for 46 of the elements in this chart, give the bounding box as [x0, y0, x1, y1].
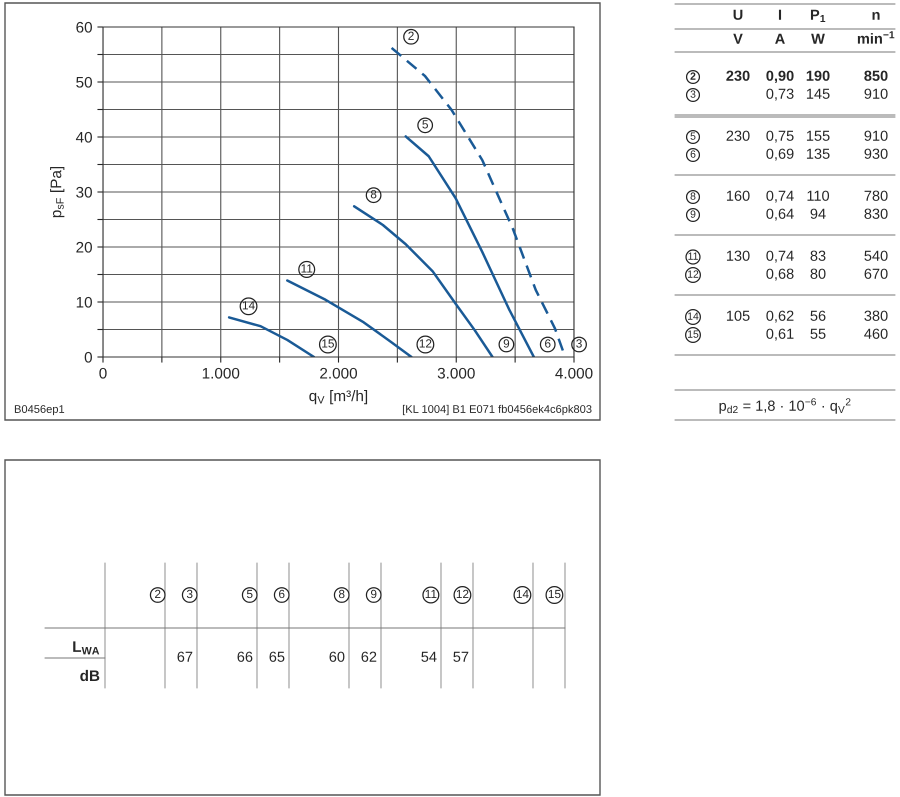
annotation: 8 — [370, 190, 376, 198]
annotation: 9 — [504, 339, 510, 348]
x-tick-label: 1.000 — [202, 368, 240, 379]
text: 14 105 0,62 56 380 — [688, 310, 888, 323]
x-tick-label: 3.000 — [438, 368, 475, 379]
text: dB — [80, 670, 100, 682]
text: 15 0,61 55 460 — [688, 328, 888, 341]
annotation: 3 — [576, 339, 582, 348]
annotation: 6 — [545, 339, 550, 348]
y-tick-label: 50 — [76, 76, 92, 88]
y-tick-label: 0 — [84, 352, 92, 363]
annotation: 5 — [422, 120, 428, 129]
annotation: 15 — [322, 339, 334, 348]
x-tick-label: 2.000 — [320, 368, 358, 379]
x-axis-title: q$_{V}$ [m³/h] — [309, 390, 368, 404]
text: p$_{d2}$ = 1,8 · 10$^{−6}$ · q$_{V}$$^{2}$ — [720, 398, 850, 414]
y-tick-label: 10 — [76, 296, 92, 308]
text: 2 230 0,90 190 850 — [690, 70, 888, 84]
text: 2 3 5 6 8 9 11 12 14 15 — [155, 590, 561, 598]
y-tick-label: 20 — [76, 242, 92, 253]
line-series — [352, 205, 494, 357]
text: 12 0,68 80 670 — [688, 268, 888, 281]
text: L$_{WA}$ 67 66 65 60 62 54 57 — [73, 641, 468, 662]
annotation: 14 — [242, 301, 255, 310]
text: 8 160 0,74 110 780 — [690, 190, 888, 203]
annotation: 12 — [420, 339, 432, 348]
line-series — [286, 279, 413, 357]
annotation: 2 — [408, 32, 414, 40]
text: [KL 1004] B1 E071 fb0456ek4c6pk803 — [402, 404, 592, 416]
x-tick-label: 4.000 — [555, 368, 593, 379]
y-axis-title: p$_{sF}$ [Pa] — [50, 166, 64, 218]
text: V A W min$^{−1}$ — [733, 31, 894, 44]
line-series — [228, 316, 316, 357]
line-series — [404, 135, 536, 357]
text: U I P$_{1}$ n — [734, 10, 880, 22]
x-tick-label: 0 — [99, 368, 107, 379]
text: 5 230 0,75 155 910 — [690, 130, 888, 143]
text: 11 130 0,74 83 540 — [688, 250, 888, 263]
text: 3 0,73 145 910 — [690, 88, 888, 101]
text: 9 0,64 94 830 — [690, 208, 888, 221]
y-tick-label: 30 — [76, 186, 92, 198]
text: B0456ep1 — [14, 405, 64, 416]
y-tick-label: 40 — [76, 132, 92, 143]
text: 6 0,69 135 930 — [690, 148, 888, 161]
y-tick-label: 60 — [76, 22, 92, 33]
annotation: 11 — [301, 264, 312, 272]
